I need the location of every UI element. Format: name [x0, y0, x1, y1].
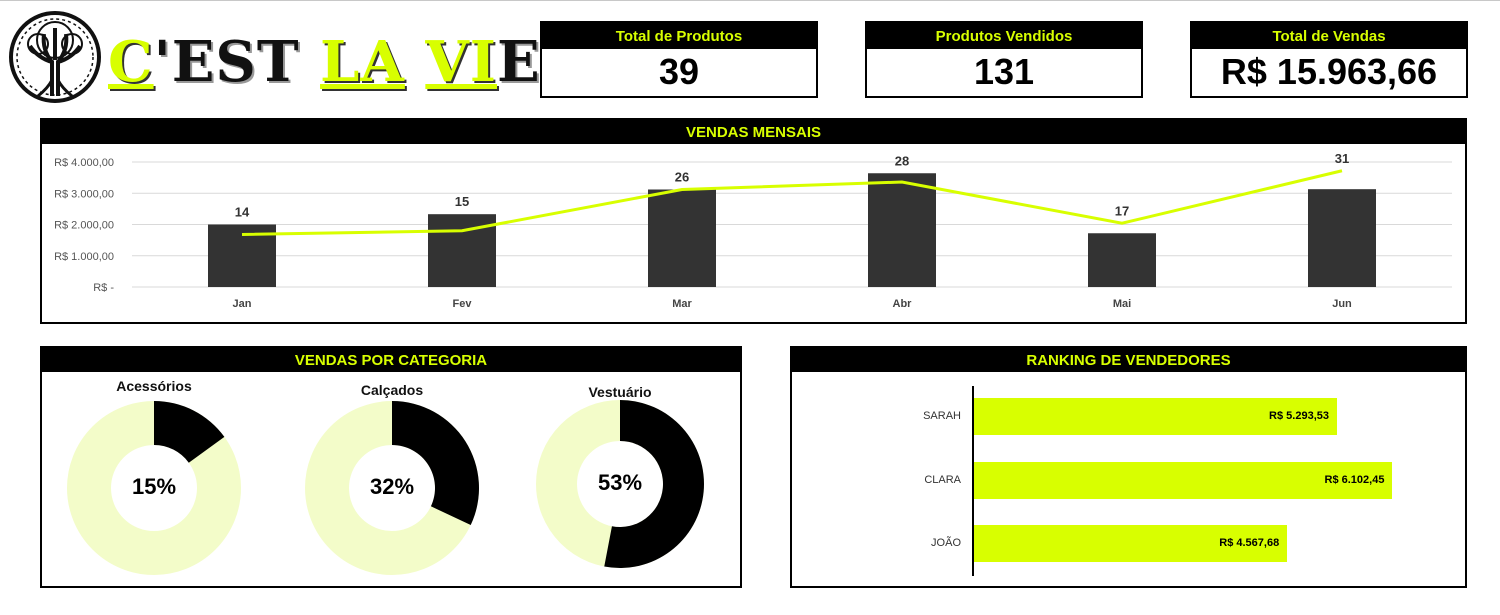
donut-percent-label: 53%	[597, 470, 643, 495]
kpi-value: 131	[973, 51, 1035, 92]
panel-title: VENDAS POR CATEGORIA	[42, 348, 740, 372]
y-tick-label: R$ 4.000,00	[54, 157, 114, 169]
bar-mar	[648, 189, 716, 287]
donut-percent-label: 32%	[369, 474, 415, 499]
data-label: 28	[895, 153, 909, 168]
data-label: 31	[1335, 151, 1349, 166]
x-tick-label: Abr	[893, 298, 913, 310]
seller-bar	[974, 462, 1393, 499]
bar-abr	[868, 173, 936, 287]
kpi-label: Produtos Vendidos	[867, 23, 1141, 49]
kpi-produtos-vendidos: Produtos Vendidos 131	[865, 21, 1143, 98]
data-label: 26	[675, 170, 689, 185]
kpi-value: 39	[658, 51, 700, 92]
seller-value-label: R$ 6.102,45	[1324, 474, 1385, 486]
panel-title: VENDAS MENSAIS	[42, 120, 1465, 144]
brand-word-est: 'EST	[153, 29, 300, 95]
seller-name-label: SARAH	[923, 410, 961, 422]
seller-name-label: CLARA	[924, 474, 961, 486]
data-label: 17	[1115, 203, 1129, 218]
monthly-sales-chart: R$ - R$ 1.000,00 R$ 2.000,00 R$ 3.000,00 R$ …	[54, 151, 1452, 310]
kpi-value: R$ 15.963,66	[1220, 51, 1438, 92]
panel-ranking-vendedores: RANKING DE VENDEDORES SARAH R$ 5.293,53 CL…	[790, 346, 1467, 588]
data-label: 14	[235, 205, 250, 220]
brand-logo: C'EST LA VIE	[8, 10, 540, 106]
x-tick-label: Fev	[453, 298, 473, 310]
brand-wordmark: C'EST LA VIE	[108, 32, 541, 92]
brand-word-vi: VI	[425, 29, 498, 95]
seller-bar	[974, 525, 1288, 562]
x-tick-label: Jun	[1332, 298, 1352, 310]
y-tick-label: R$ -	[93, 282, 114, 294]
brand-word-la: LA	[320, 29, 405, 95]
donut-chart-1	[305, 401, 479, 575]
panel-vendas-categoria: VENDAS POR CATEGORIA Acessórios 15% Calçad…	[40, 346, 742, 588]
kpi-total-vendas: Total de Vendas R$ 15.963,66	[1190, 21, 1468, 98]
donut-chart-0	[67, 401, 241, 575]
brand-letter-e: E	[497, 29, 541, 95]
y-tick-label: R$ 3.000,00	[54, 188, 114, 200]
kpi-total-produtos: Total de Produtos 39	[540, 21, 818, 98]
donut-segment	[154, 401, 225, 463]
x-tick-label: Mar	[672, 298, 692, 310]
tree-of-life-icon	[9, 11, 101, 103]
donut-chart-2	[536, 400, 704, 568]
seller-value-label: R$ 4.567,68	[1219, 537, 1280, 549]
panel-title: RANKING DE VENDEDORES	[792, 348, 1465, 372]
donut-category-label: Calçados	[360, 382, 424, 398]
top-divider	[0, 0, 1500, 1]
x-tick-label: Mai	[1113, 298, 1131, 310]
y-tick-label: R$ 2.000,00	[54, 220, 114, 232]
bar-mai	[1088, 233, 1156, 287]
line-series-quantidade	[241, 169, 1343, 236]
donut-category-label: Acessórios	[116, 378, 192, 394]
seller-value-label: R$ 5.293,53	[1269, 410, 1329, 422]
donut-segment	[604, 400, 704, 568]
ranking-axis	[972, 386, 974, 576]
kpi-label: Total de Vendas	[1192, 23, 1466, 49]
data-label: 15	[455, 194, 469, 209]
x-tick-label: Jan	[233, 298, 252, 310]
seller-ranking-chart: SARAH R$ 5.293,53 CLARA R$ 6.102,45 JOÃO R$ 4…	[792, 374, 1465, 586]
seller-bar	[974, 398, 1337, 435]
panel-vendas-mensais: VENDAS MENSAIS R$ - R$ 1.000,00 R$ 2.000,0…	[40, 118, 1467, 324]
donut-category-label: Vestuário	[588, 384, 652, 400]
seller-name-label: JOÃO	[931, 537, 961, 549]
bar-jun	[1308, 189, 1376, 287]
kpi-label: Total de Produtos	[542, 23, 816, 49]
category-donuts: Acessórios 15% Calçados 32% Vestuário 53%	[42, 374, 740, 586]
brand-letter-c: C	[108, 29, 154, 95]
y-tick-label: R$ 1.000,00	[54, 251, 114, 263]
donut-segment	[392, 401, 479, 526]
donut-percent-label: 15%	[131, 474, 177, 499]
